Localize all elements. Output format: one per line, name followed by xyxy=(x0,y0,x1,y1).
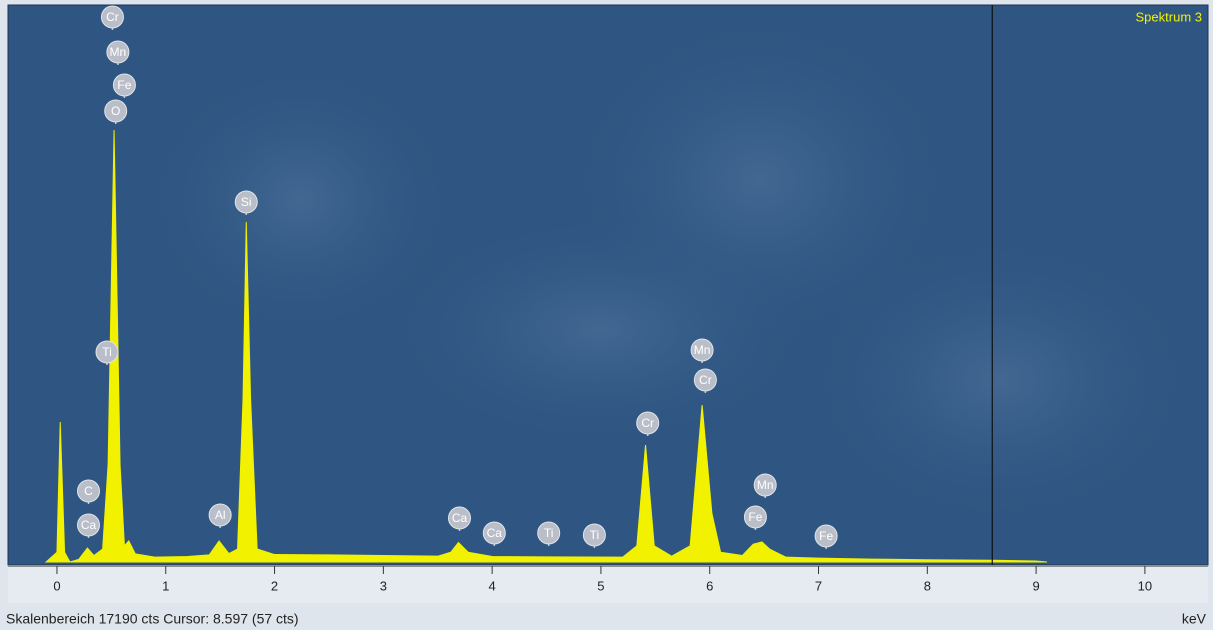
chart-title: Spektrum 3 xyxy=(1136,9,1202,24)
element-label: O xyxy=(111,104,120,118)
element-label: Cr xyxy=(106,10,119,24)
element-label: Fe xyxy=(117,78,131,92)
element-label: Mn xyxy=(110,45,127,59)
element-label: Cr xyxy=(641,416,654,430)
x-tick-label: 4 xyxy=(489,578,496,593)
x-tick-label: 2 xyxy=(271,578,278,593)
chart: Spektrum 3 keV Skalenbereich 17190 cts C… xyxy=(0,0,1213,630)
x-tick-label: 6 xyxy=(706,578,713,593)
element-label: Ti xyxy=(102,345,112,359)
element-label: Ca xyxy=(452,511,468,525)
element-label: Al xyxy=(215,508,226,522)
x-tick-label: 9 xyxy=(1032,578,1039,593)
texture xyxy=(800,230,1200,530)
axis-strip xyxy=(8,565,1208,603)
element-label: C xyxy=(84,484,93,498)
x-axis-unit: keV xyxy=(1182,611,1207,627)
page: {"chart_data": { "type": "area", "title"… xyxy=(0,0,1213,630)
element-label: Ti xyxy=(590,528,600,542)
element-label: Si xyxy=(241,195,252,209)
element-label: Fe xyxy=(748,510,762,524)
element-label: Fe xyxy=(819,529,833,543)
x-tick-label: 8 xyxy=(924,578,931,593)
element-label: Cr xyxy=(699,373,712,387)
x-tick-label: 7 xyxy=(815,578,822,593)
element-label: Mn xyxy=(757,478,774,492)
x-tick-label: 10 xyxy=(1138,578,1152,593)
x-tick-label: 0 xyxy=(53,578,60,593)
element-label: Ca xyxy=(81,518,97,532)
x-tick-label: 1 xyxy=(162,578,169,593)
texture xyxy=(140,60,460,340)
element-label: Ca xyxy=(487,526,503,540)
element-label: Mn xyxy=(694,343,711,357)
x-tick-label: 3 xyxy=(380,578,387,593)
element-label: Ti xyxy=(544,526,554,540)
x-tick-label: 5 xyxy=(597,578,604,593)
status-text: Skalenbereich 17190 cts Cursor: 8.597 (5… xyxy=(6,611,299,627)
